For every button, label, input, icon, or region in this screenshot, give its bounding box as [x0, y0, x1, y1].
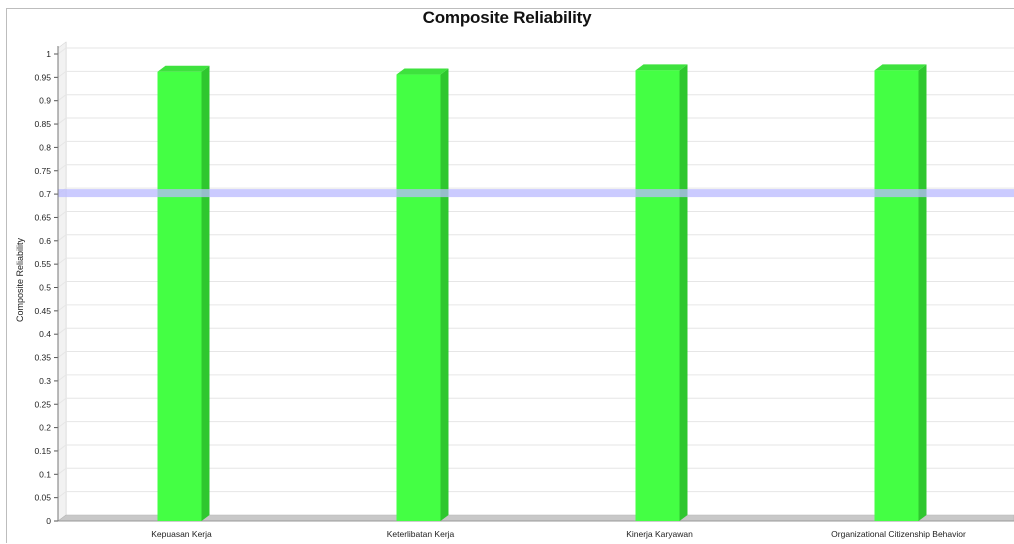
gridline-side — [57, 94, 67, 102]
left-wall — [57, 41, 67, 522]
gridline-side — [57, 351, 67, 358]
y-ticks-layer: 0 0.05 0.1 0.15 0.2 0.25 0.3 0.35 0.4 0.45 0.5 0.55… — [34, 46, 59, 526]
gridline-side — [57, 257, 67, 265]
y-axis-label: Composite Reliability — [15, 237, 25, 322]
chart-title: Composite Reliability — [422, 8, 592, 27]
bar — [157, 71, 202, 521]
bar-top — [157, 65, 210, 72]
bars-layer — [157, 64, 927, 521]
gridline-side — [57, 397, 67, 405]
x-tick-label: Organizational Citizenship Behavior — [831, 529, 966, 539]
floor-layer — [57, 514, 1014, 522]
y-tick-label: 0.75 — [34, 166, 51, 176]
x-ticks-layer: Kepuasan Kerja Keterlibatan Kerja Kinerja … — [151, 529, 966, 539]
grid-layer — [57, 41, 1014, 522]
gridline-side — [57, 117, 67, 125]
bar-side — [679, 64, 688, 521]
y-tick-label: 0.65 — [34, 212, 51, 222]
y-tick-label: 0.7 — [39, 189, 51, 199]
bar-side — [440, 68, 449, 521]
gridline-side — [57, 444, 67, 452]
x-tick-label: Kepuasan Kerja — [151, 529, 212, 539]
y-tick-label: 0.95 — [34, 72, 51, 82]
bar-side — [201, 65, 210, 521]
bar-top — [396, 68, 449, 75]
y-tick-label: 0.55 — [34, 259, 51, 269]
y-tick-label: 0.3 — [39, 376, 51, 386]
y-tick-label: 0 — [46, 516, 51, 526]
gridline-side — [57, 70, 67, 78]
y-tick-label: 0.4 — [39, 329, 51, 339]
reference-line-layer — [58, 189, 1014, 198]
gridline-side — [57, 374, 67, 382]
y-tick-label: 0.15 — [34, 446, 51, 456]
gridline-side — [57, 211, 67, 218]
y-tick-label: 1 — [46, 49, 51, 59]
gridline-side — [57, 281, 67, 288]
bar-top — [874, 64, 927, 71]
reference-line — [58, 189, 1014, 198]
y-tick-label: 0.9 — [39, 96, 51, 106]
bar — [874, 70, 919, 521]
y-tick-label: 0.5 — [39, 283, 51, 293]
y-tick-label: 0.25 — [34, 399, 51, 409]
gridline-side — [57, 304, 67, 312]
gridline-side — [57, 140, 67, 148]
gridline-side — [57, 47, 67, 55]
y-tick-label: 0.8 — [39, 142, 51, 152]
gridline-side — [57, 421, 67, 429]
y-tick-label: 0.6 — [39, 236, 51, 246]
y-tick-label: 0.2 — [39, 423, 51, 433]
gridline-side — [57, 327, 67, 335]
y-tick-label: 0.45 — [34, 306, 51, 316]
gridline-side — [57, 467, 67, 475]
gridline-side — [57, 234, 67, 242]
bar-top — [635, 64, 688, 71]
bar — [635, 70, 680, 521]
y-tick-label: 0.1 — [39, 469, 51, 479]
gridline-side — [57, 164, 67, 172]
x-tick-label: Kinerja Karyawan — [626, 529, 693, 539]
bar-side — [918, 64, 927, 521]
x-tick-label: Keterlibatan Kerja — [387, 529, 455, 539]
y-tick-label: 0.85 — [34, 119, 51, 129]
y-tick-label: 0.05 — [34, 493, 51, 503]
bar — [396, 74, 441, 521]
y-tick-label: 0.35 — [34, 353, 51, 363]
gridline-side — [57, 491, 67, 499]
